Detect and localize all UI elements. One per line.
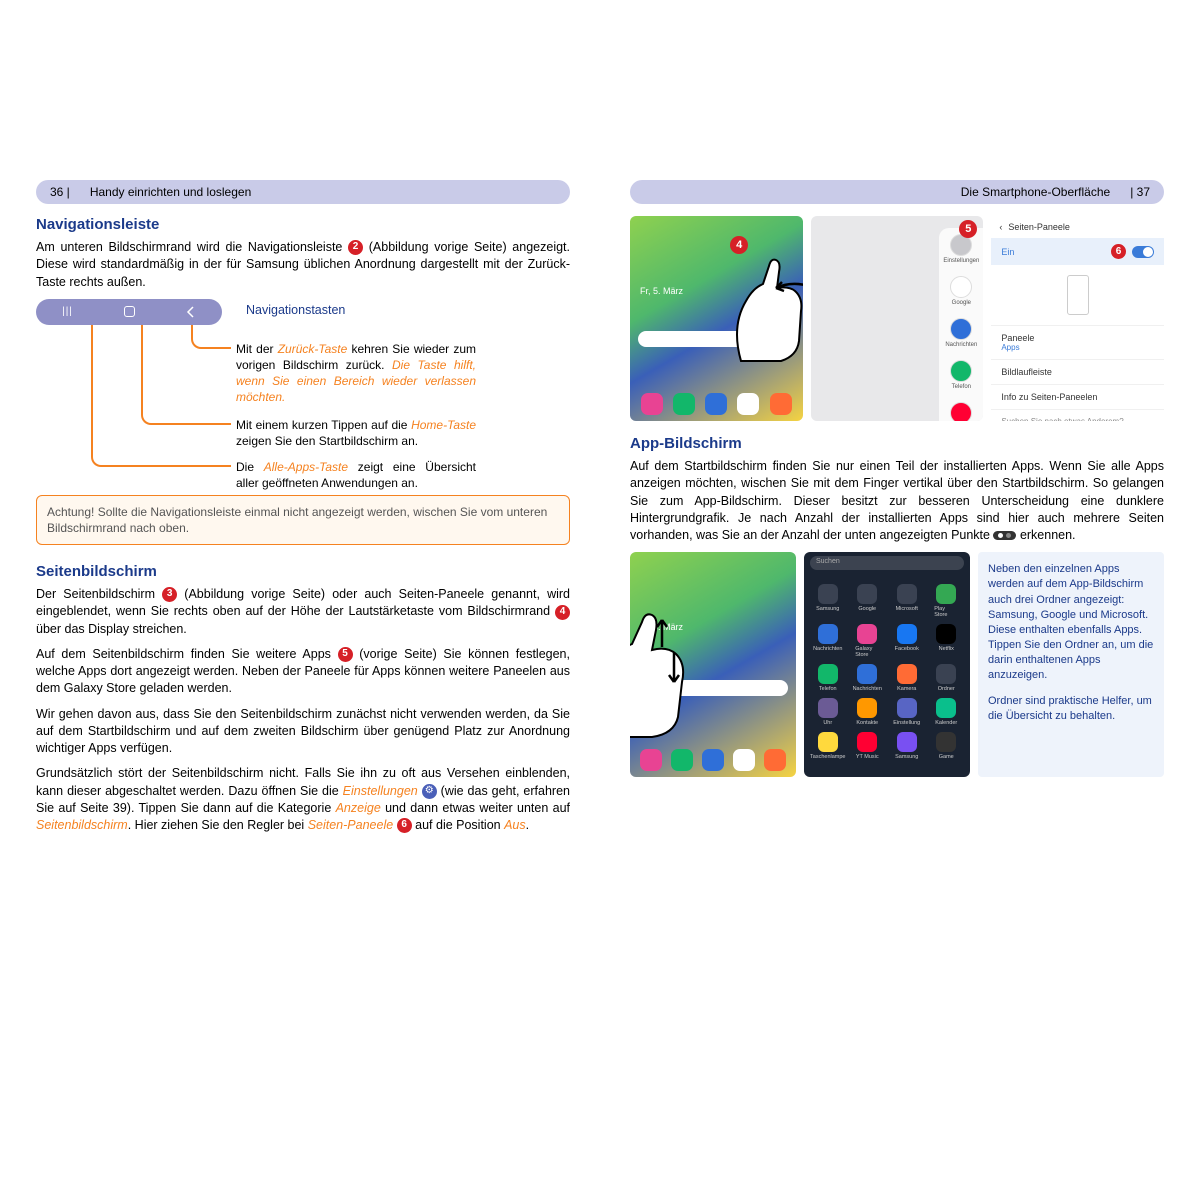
- app-icon: Kontakte: [855, 698, 879, 726]
- app-icon: Facebook: [895, 624, 919, 658]
- heading-seitenbildschirm: Seitenbildschirm: [36, 563, 570, 580]
- app-icon: Taschenlampe: [816, 732, 840, 760]
- desc-recent: Die Alle-Apps-Taste zeigt eine Übersicht…: [236, 459, 476, 491]
- page-number-right: | 37: [1130, 185, 1150, 199]
- callout-badge-6-img: 6: [1111, 244, 1126, 259]
- app-icon: Samsung: [895, 732, 919, 760]
- page-number: 36 |: [50, 185, 70, 199]
- phone-swipe-edge: 4 Fr, 5. März: [630, 216, 803, 421]
- para-nav-intro: Am unteren Bildschirmrand wird die Navig…: [36, 239, 570, 291]
- dock-icon: [737, 393, 759, 415]
- callout-badge-2: 2: [348, 240, 363, 255]
- para-side-2: Auf dem Seitenbildschirm finden Sie weit…: [36, 646, 570, 698]
- chapter-title: Handy einrichten und loslegen: [90, 185, 251, 199]
- back-chevron-icon: ‹: [999, 222, 1002, 232]
- dock-icon: [673, 393, 695, 415]
- hand-swipe-icon: [721, 246, 803, 366]
- hand-swipe-up-icon: [630, 602, 702, 742]
- page-right: Die Smartphone-Oberfläche | 37 4 Fr, 5. …: [600, 180, 1200, 1200]
- chapter-title-right: Die Smartphone-Oberfläche: [961, 185, 1110, 199]
- app-icon: Kamera: [895, 664, 919, 692]
- panel-app: Nachrichten: [947, 318, 975, 354]
- desc-back: Mit der Zurück-Taste kehren Sie wieder z…: [236, 341, 476, 406]
- home-icon: [124, 306, 135, 317]
- navbar-pill: [36, 299, 222, 325]
- app-icon: Uhr: [816, 698, 840, 726]
- callout-badge-3: 3: [162, 587, 177, 602]
- app-icon: YT Music: [855, 732, 879, 760]
- para-app-intro: Auf dem Startbildschirm finden Sie nur e…: [630, 458, 1164, 544]
- dock-icon: [641, 393, 663, 415]
- app-icon: Game: [934, 732, 958, 760]
- home-time: Fr, 5. März: [640, 286, 683, 296]
- phone-app-grid: Suchen Samsung Google Microsoft Play Store N…: [804, 552, 970, 777]
- app-icon: Galaxy Store: [855, 624, 879, 658]
- home-dock-2: [636, 749, 790, 771]
- settings-header: ‹ Seiten-Paneele: [991, 216, 1164, 238]
- home-dock: [636, 393, 797, 415]
- back-icon: [184, 305, 198, 319]
- toggle-switch[interactable]: [1132, 246, 1154, 258]
- dock-icon: [770, 393, 792, 415]
- settings-row-suggest: Suchen Sie nach etwas Anderem? Kurze Pop…: [991, 409, 1164, 421]
- settings-toggle-row: Ein 6: [991, 238, 1164, 265]
- app-icon: Ordner: [934, 664, 958, 692]
- desc-home: Mit einem kurzen Tippen auf die Home-Tas…: [236, 417, 476, 449]
- panel-preview: [1067, 275, 1089, 315]
- settings-row-paneele: Paneele Apps: [991, 325, 1164, 359]
- page-dots-indicator: [993, 531, 1016, 540]
- callout-badge-6: 6: [397, 818, 412, 833]
- app-icon: Google: [855, 584, 879, 618]
- app-icon: Kalender: [934, 698, 958, 726]
- phone-swipe-up: Fr, 5. März: [630, 552, 796, 777]
- app-icon: Einstellung: [895, 698, 919, 726]
- app-icon: Netflix: [934, 624, 958, 658]
- panel-app: Einstellungen: [947, 234, 975, 270]
- phone-settings: ‹ Seiten-Paneele Ein 6 Paneele Apps Bild…: [991, 216, 1164, 421]
- app-icon: Nachrichten: [855, 664, 879, 692]
- gear-icon: ⚙: [422, 784, 437, 799]
- navbar-diagram: Navigationstasten Mit der Zurück-Taste k…: [36, 299, 570, 489]
- phone-edge-panel: 5 EinstellungenGoogleNachrichtenTelefonY…: [811, 216, 984, 421]
- phones-row-top: 4 Fr, 5. März 5 EinstellungenGoogleNachr…: [630, 216, 1164, 421]
- para-side-3: Wir gehen davon aus, dass Sie den Seiten…: [36, 706, 570, 758]
- callout-badge-4: 4: [555, 605, 570, 620]
- app-grid-inner: Samsung Google Microsoft Play Store Nachrich…: [804, 576, 970, 774]
- connector-3: [91, 325, 231, 467]
- para-side-4: Grundsätzlich stört der Seitenbildschirm…: [36, 765, 570, 834]
- tip-box: Neben den einzelnen Apps werden auf dem …: [978, 552, 1164, 777]
- heading-app-bildschirm: App-Bildschirm: [630, 435, 1164, 452]
- warning-box: Achtung! Sollte die Navigationsleiste ei…: [36, 495, 570, 545]
- panel-app: Google: [947, 276, 975, 312]
- header-bar-left: 36 | Handy einrichten und loslegen: [36, 180, 570, 204]
- app-icon: Nachrichten: [816, 624, 840, 658]
- dock-icon: [705, 393, 727, 415]
- app-icon: Microsoft: [895, 584, 919, 618]
- app-icon: Play Store: [934, 584, 958, 618]
- page-left: 36 | Handy einrichten und loslegen Navig…: [0, 180, 600, 1200]
- para-side-1: Der Seitenbildschirm 3 (Abbildung vorige…: [36, 586, 570, 638]
- header-bar-right: Die Smartphone-Oberfläche | 37: [630, 180, 1164, 204]
- nav-label: Navigationstasten: [246, 303, 345, 317]
- callout-badge-5: 5: [338, 647, 353, 662]
- panel-app: YouTube: [947, 402, 975, 421]
- app-icon: Samsung: [816, 584, 840, 618]
- app-search: Suchen: [810, 556, 964, 570]
- edge-panel: Einstellungen Google Nachrichten Telefon You…: [939, 228, 983, 421]
- recent-apps-icon: [61, 305, 75, 319]
- heading-navigationsleiste: Navigationsleiste: [36, 216, 570, 233]
- panel-app: Telefon: [947, 360, 975, 396]
- phones-row-bottom: Fr, 5. März Suchen Samsung Google Microsof…: [630, 552, 1164, 777]
- app-icon: Telefon: [816, 664, 840, 692]
- settings-row-bildlauf: Bildlaufleiste: [991, 359, 1164, 384]
- settings-row-info: Info zu Seiten-Paneelen: [991, 384, 1164, 409]
